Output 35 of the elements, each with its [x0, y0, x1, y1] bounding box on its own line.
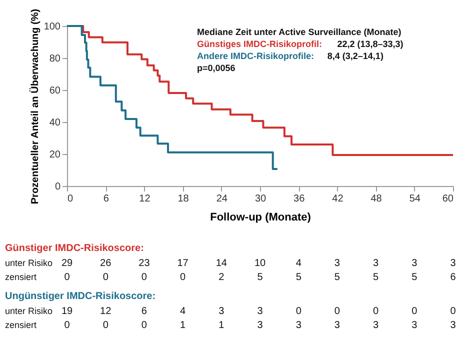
text: unter Risiko — [5, 258, 53, 268]
x-tick-label: 0 — [68, 194, 74, 204]
x-tick-label: 54 — [409, 194, 421, 204]
y-axis-title: Prozentueller Anteil an Überwachung (%) — [28, 8, 41, 204]
x-tick-label: 30 — [254, 194, 266, 204]
text: Günstiges IMDC-Risikoprofil: — [197, 39, 322, 49]
y-tick-label: 20 — [49, 150, 61, 160]
y-tick-label: 60 — [49, 86, 61, 96]
y-tick-label: 0 — [54, 182, 61, 192]
annotation: 8,4 (3,2–14,1) — [327, 51, 384, 61]
x-tick-label: 12 — [139, 194, 151, 204]
text: 0 0 0 1 1 3 3 3 3 3 3 — [64, 320, 456, 331]
text: Günstiger IMDC-Risikoscore: — [5, 243, 144, 254]
text: unter Risiko — [5, 306, 53, 316]
text: Ungünstiger IMDC-Risikoscore: — [5, 291, 156, 302]
y-tick-label: 80 — [49, 54, 61, 64]
x-tick-label: 6 — [103, 194, 110, 204]
text: 0 0 0 0 2 5 5 5 5 5 6 — [64, 272, 456, 283]
y-tick-label: 40 — [49, 118, 61, 128]
x-tick-label: 18 — [178, 194, 190, 204]
text: Andere IMDC-Risikoprofile: — [197, 51, 314, 61]
x-tick-label: 24 — [216, 194, 228, 204]
text: 19 12 6 4 3 3 0 0 0 0 0 — [61, 306, 456, 317]
text: zensiert — [5, 320, 38, 330]
legend-title: Mediane Zeit unter Active Surveillance (Monate) — [197, 27, 402, 37]
y-tick-label: 100 — [44, 22, 61, 32]
annotation: p=0,0056 — [197, 63, 236, 73]
x-tick-label: 48 — [370, 194, 382, 204]
text: 29 26 23 17 14 10 4 3 3 3 3 — [61, 258, 456, 269]
text: zensiert — [5, 272, 38, 282]
x-axis-title: Follow-up (Monate) — [210, 212, 312, 224]
x-tick-label: 60 — [442, 194, 454, 204]
annotation: 22,2 (13,8–33,3) — [337, 39, 404, 49]
x-tick-label: 36 — [294, 194, 306, 204]
x-tick-label: 42 — [332, 194, 344, 204]
